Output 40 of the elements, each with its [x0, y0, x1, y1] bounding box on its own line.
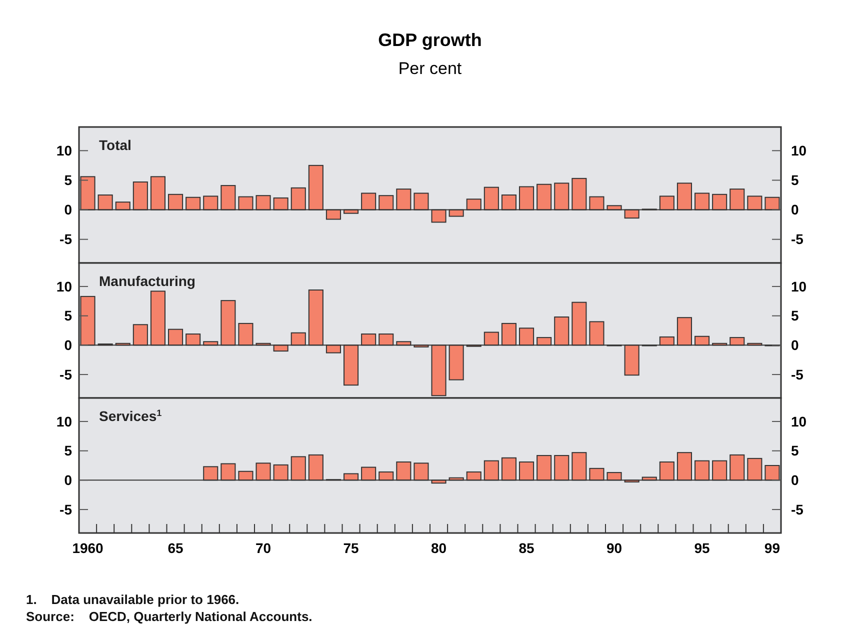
y2-tick-label: -5	[791, 501, 804, 518]
y2-tick-label: 10	[791, 142, 807, 159]
annotation: Manufacturing	[99, 273, 196, 289]
chart-subtitle: Per cent	[398, 59, 462, 78]
y-tick-label: -5	[60, 366, 72, 382]
y-tick-label: 0	[64, 202, 72, 218]
annotation: Total	[99, 137, 132, 153]
y-tick-label: 10	[56, 142, 72, 159]
x-tick-label: 99	[764, 540, 780, 556]
x-tick-label: 1960	[72, 540, 104, 556]
chart-title: GDP growth	[378, 30, 482, 50]
x-tick-label: 75	[343, 540, 360, 556]
y-tick-label: -5	[60, 231, 72, 248]
y-tick-label: 5	[64, 172, 72, 188]
y2-tick-label: 0	[791, 202, 799, 218]
y2-tick-label: 5	[791, 172, 799, 188]
y-tick-label: 5	[64, 442, 72, 459]
x-tick-label: 85	[518, 540, 535, 556]
x-tick-label: 80	[430, 540, 447, 556]
y-tick-label: -5	[60, 501, 72, 518]
y-tick-label: 10	[56, 413, 72, 430]
x-tick-label: 65	[168, 540, 184, 556]
x-tick-label: 95	[694, 540, 710, 556]
y2-tick-label: 0	[791, 472, 799, 488]
source-note: Source: OECD, Quarterly National Accounts.	[26, 609, 312, 624]
x-tick-label: 90	[606, 540, 622, 556]
x-tick-label: 70	[255, 540, 272, 556]
y2-tick-label: -5	[791, 231, 804, 248]
y2-tick-label: 10	[791, 278, 807, 294]
y-tick-label: 5	[64, 308, 72, 324]
y-tick-label: 10	[56, 278, 72, 294]
y-tick-label: 0	[64, 337, 72, 354]
y2-tick-label: 5	[791, 442, 799, 459]
y-tick-label: 0	[64, 472, 72, 488]
y2-tick-label: 0	[791, 337, 799, 354]
y2-tick-label: -5	[791, 366, 804, 382]
y2-tick-label: 5	[791, 308, 799, 324]
y2-tick-label: 10	[791, 413, 807, 430]
annotation: Services$^{1}$	[99, 408, 162, 424]
text: 1. Data unavailable prior to 1966.	[26, 592, 240, 607]
